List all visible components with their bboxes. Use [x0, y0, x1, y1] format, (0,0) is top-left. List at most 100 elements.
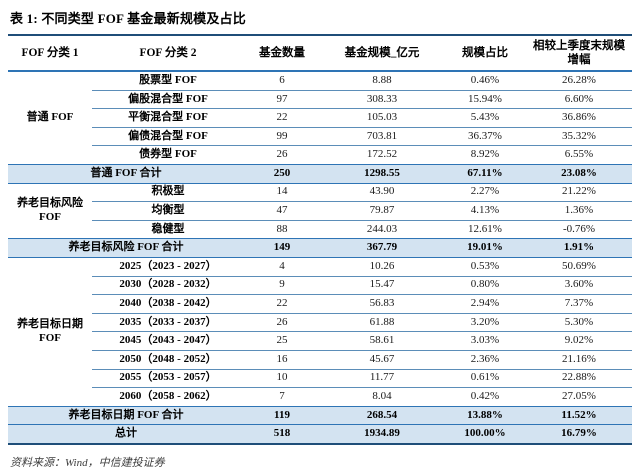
subtype-label: 均衡型 [92, 201, 244, 221]
table-row: 2060（2058 - 2062） 7 8.04 0.42% 27.05% [8, 388, 632, 407]
cell-scale-share: 0.61% [444, 369, 526, 389]
cell-qoq-change: 7.37% [526, 294, 632, 314]
cell-scale-share: 5.43% [444, 108, 526, 128]
group-label-target-date-fof: 养老目标日期 FOF [17, 318, 83, 344]
table-row: 养老目标日期 FOF 2025（2023 - 2027） 4 10.26 0.5… [8, 257, 632, 344]
summary-row-target-date-fof: 养老目标日期 FOF 合计 119 268.54 13.88% 11.52% [8, 405, 632, 426]
cell-fund-count: 14 [244, 183, 320, 203]
cell-qoq-change: 11.52% [526, 405, 632, 426]
subtype-label: 2045（2043 - 2047） [92, 331, 244, 351]
summary-label: 普通 FOF 合计 [8, 163, 244, 184]
col-header-fund-count: 基金数量 [244, 36, 320, 72]
cell-fund-count: 10 [244, 369, 320, 389]
cell-fund-count: 26 [244, 313, 320, 333]
cell-qoq-change: -0.76% [562, 222, 596, 235]
subtype-label: 2060（2058 - 2062） [119, 390, 217, 403]
col-header-qoq-change: 相较上季度末规模增幅 [526, 36, 632, 72]
table-row: 稳健型 88 244.03 12.61% -0.76% [8, 220, 632, 239]
cell-qoq-change: 26.28% [526, 71, 632, 91]
cell-fund-scale: 61.88 [320, 313, 444, 333]
cell-scale-share: 36.37% [444, 127, 526, 147]
cell-scale-share: 0.46% [444, 71, 526, 91]
cell-fund-scale: 8.88 [320, 71, 444, 91]
cell-scale-share: 0.53% [444, 257, 526, 277]
table-row: 2040（2038 - 2042） 22 56.83 2.94% 7.37% [8, 294, 632, 314]
cell-qoq-change: 21.16% [526, 350, 632, 370]
cell-qoq-change: 6.60% [526, 90, 632, 110]
cell-scale-share: 12.61% [468, 222, 502, 235]
subtype-label: 2025（2023 - 2027） [92, 257, 244, 277]
cell-fund-scale: 43.90 [320, 183, 444, 203]
cell-qoq-change: 22.88% [526, 369, 632, 389]
table-row: 普通 FOF 股票型 FOF 6 8.88 0.46% 26.28% [8, 71, 632, 123]
cell-fund-count: 47 [244, 201, 320, 221]
cell-fund-scale: 367.79 [320, 238, 444, 258]
subtype-label: 债券型 FOF [139, 148, 197, 161]
cell-scale-share: 2.94% [444, 294, 526, 314]
col-header-category1: FOF 分类 1 [8, 36, 92, 72]
cell-scale-share: 0.42% [470, 390, 500, 403]
group-label-target-risk-fof: 养老目标风险 FOF [17, 197, 83, 223]
cell-fund-count: 25 [244, 331, 320, 351]
cell-qoq-change: 1.91% [526, 238, 632, 258]
cell-fund-scale: 45.67 [320, 350, 444, 370]
subtype-label: 2040（2038 - 2042） [92, 294, 244, 314]
cell-scale-share: 67.11% [444, 163, 526, 184]
table-row: 均衡型 47 79.87 4.13% 1.36% [8, 201, 632, 221]
cell-scale-share: 8.92% [470, 148, 500, 161]
cell-fund-count: 250 [244, 163, 320, 184]
cell-fund-count: 16 [244, 350, 320, 370]
total-row: 总计 518 1934.89 100.00% 16.79% [8, 424, 632, 445]
cell-fund-scale: 79.87 [320, 201, 444, 221]
summary-row-ordinary-fof: 普通 FOF 合计 250 1298.55 67.11% 23.08% [8, 163, 632, 184]
summary-label: 养老目标日期 FOF 合计 [8, 405, 244, 426]
cell-fund-scale: 56.83 [320, 294, 444, 314]
fof-scale-table: FOF 分类 1 FOF 分类 2 基金数量 基金规模_亿元 规模占比 相较上季… [8, 36, 632, 445]
col-header-fund-scale: 基金规模_亿元 [320, 36, 444, 72]
cell-fund-scale: 172.52 [366, 148, 398, 161]
subtype-label: 2050（2048 - 2052） [92, 350, 244, 370]
cell-qoq-change: 50.69% [526, 257, 632, 277]
cell-scale-share: 3.20% [444, 313, 526, 333]
cell-fund-scale: 15.47 [320, 276, 444, 296]
subtype-label: 偏债混合型 FOF [92, 127, 244, 147]
col-header-scale-share: 规模占比 [444, 36, 526, 72]
subtype-label: 平衡混合型 FOF [92, 108, 244, 128]
table-row: 偏股混合型 FOF 97 308.33 15.94% 6.60% [8, 90, 632, 110]
table-row: 2050（2048 - 2052） 16 45.67 2.36% 21.16% [8, 350, 632, 370]
cell-fund-count: 518 [244, 424, 320, 445]
cell-fund-count: 6 [244, 71, 320, 91]
table-row: 偏债混合型 FOF 99 703.81 36.37% 35.32% [8, 127, 632, 147]
cell-fund-count: 7 [279, 390, 285, 403]
cell-fund-scale: 308.33 [320, 90, 444, 110]
table-header: FOF 分类 1 FOF 分类 2 基金数量 基金规模_亿元 规模占比 相较上季… [8, 36, 632, 72]
table-row: 2030（2028 - 2032） 9 15.47 0.80% 3.60% [8, 276, 632, 296]
cell-fund-scale: 1934.89 [320, 424, 444, 445]
table-row: 2035（2033 - 2037） 26 61.88 3.20% 5.30% [8, 313, 632, 333]
cell-fund-scale: 8.04 [372, 390, 392, 403]
cell-fund-scale: 268.54 [320, 405, 444, 426]
subtype-label: 股票型 FOF [92, 71, 244, 91]
cell-qoq-change: 21.22% [526, 183, 632, 203]
cell-scale-share: 4.13% [444, 201, 526, 221]
cell-qoq-change: 36.86% [526, 108, 632, 128]
cell-scale-share: 3.03% [444, 331, 526, 351]
subtype-label: 2030（2028 - 2032） [92, 276, 244, 296]
cell-qoq-change: 9.02% [526, 331, 632, 351]
cell-qoq-change: 16.79% [526, 424, 632, 445]
cell-fund-count: 26 [276, 148, 288, 161]
data-source-note: 资料来源：Wind，中信建投证券 [10, 456, 165, 469]
subtype-label: 稳健型 [151, 222, 185, 235]
cell-fund-count: 22 [244, 108, 320, 128]
cell-fund-count: 119 [244, 405, 320, 426]
cell-fund-scale: 1298.55 [320, 163, 444, 184]
cell-scale-share: 0.80% [444, 276, 526, 296]
cell-fund-scale: 703.81 [320, 127, 444, 147]
subtype-label: 2035（2033 - 2037） [92, 313, 244, 333]
cell-fund-scale: 11.77 [320, 369, 444, 389]
subtype-label: 积极型 [92, 183, 244, 203]
col-header-category2: FOF 分类 2 [92, 36, 244, 72]
cell-fund-count: 149 [244, 238, 320, 258]
cell-qoq-change: 6.55% [564, 148, 594, 161]
